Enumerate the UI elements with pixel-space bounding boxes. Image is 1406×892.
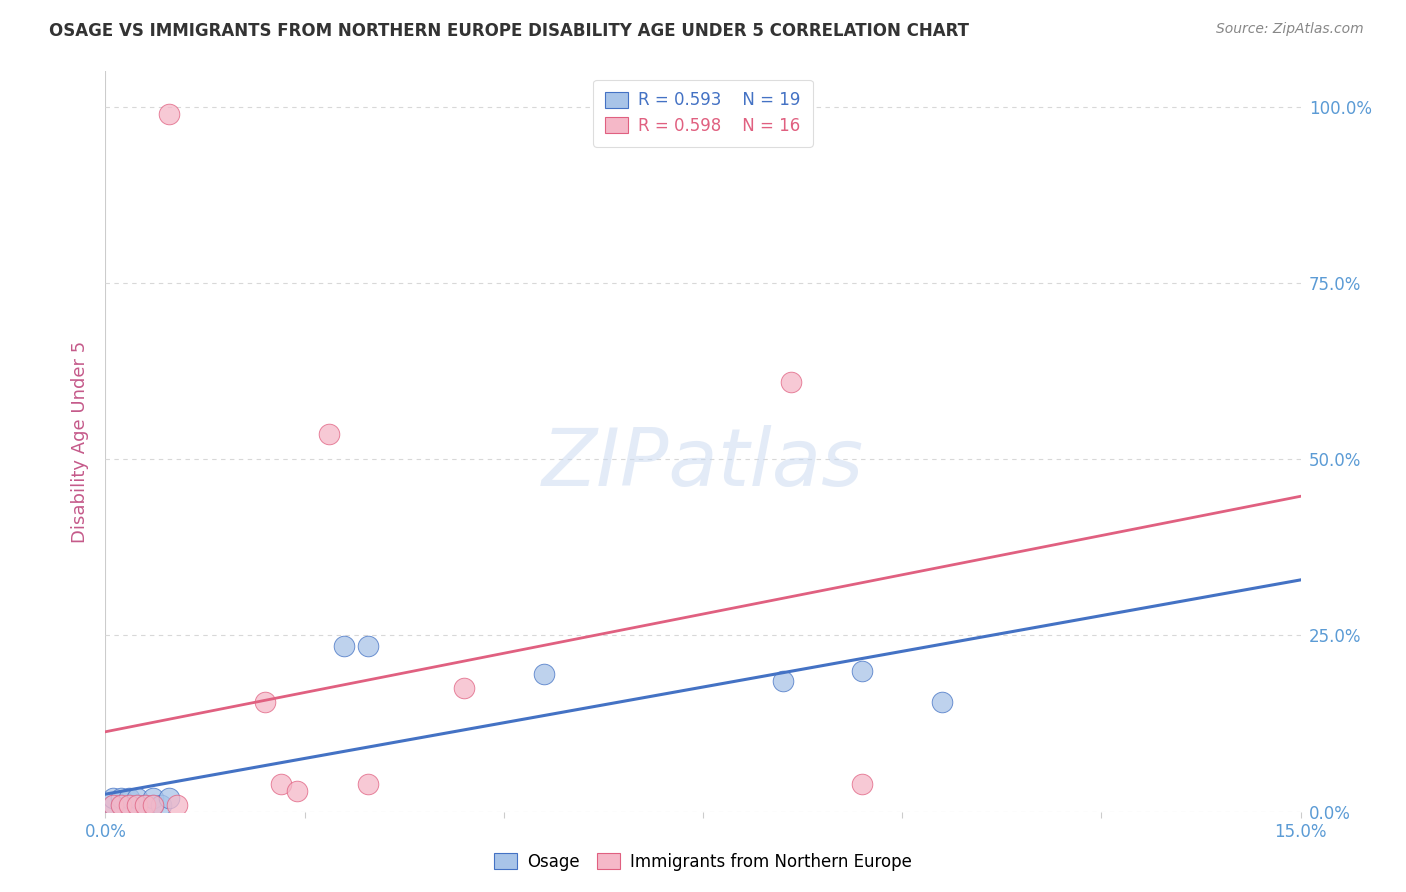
Point: [453, 681, 475, 696]
Point: [118, 790, 141, 805]
Point: [150, 797, 173, 812]
Text: ZIPatlas: ZIPatlas: [541, 425, 865, 503]
Point: [103, 790, 125, 805]
Point: [127, 797, 149, 812]
Point: [103, 797, 125, 812]
Point: [357, 639, 380, 653]
Point: [772, 674, 794, 689]
Point: [931, 695, 953, 709]
Point: [779, 375, 801, 389]
Point: [270, 776, 292, 790]
Point: [157, 106, 180, 120]
Point: [333, 639, 356, 653]
Point: [142, 797, 165, 812]
Point: [110, 797, 132, 812]
Point: [533, 667, 555, 681]
Point: [157, 790, 180, 805]
Point: [110, 797, 132, 812]
Point: [851, 776, 873, 790]
Point: [110, 790, 132, 805]
Point: [285, 783, 308, 797]
Point: [103, 797, 125, 812]
Point: [142, 790, 165, 805]
Point: [118, 797, 141, 812]
Point: [127, 790, 149, 805]
Text: Source: ZipAtlas.com: Source: ZipAtlas.com: [1216, 22, 1364, 37]
Point: [253, 695, 276, 709]
Legend: R = 0.593    N = 19, R = 0.598    N = 16: R = 0.593 N = 19, R = 0.598 N = 16: [593, 79, 813, 146]
Legend: Osage, Immigrants from Northern Europe: Osage, Immigrants from Northern Europe: [485, 845, 921, 880]
Point: [166, 797, 188, 812]
Point: [851, 664, 873, 678]
Point: [127, 797, 149, 812]
Point: [357, 776, 380, 790]
Point: [318, 427, 340, 442]
Text: OSAGE VS IMMIGRANTS FROM NORTHERN EUROPE DISABILITY AGE UNDER 5 CORRELATION CHAR: OSAGE VS IMMIGRANTS FROM NORTHERN EUROPE…: [49, 22, 969, 40]
Y-axis label: Disability Age Under 5: Disability Age Under 5: [72, 341, 90, 542]
Point: [134, 797, 156, 812]
Point: [142, 797, 165, 812]
Point: [134, 797, 156, 812]
Point: [118, 797, 141, 812]
